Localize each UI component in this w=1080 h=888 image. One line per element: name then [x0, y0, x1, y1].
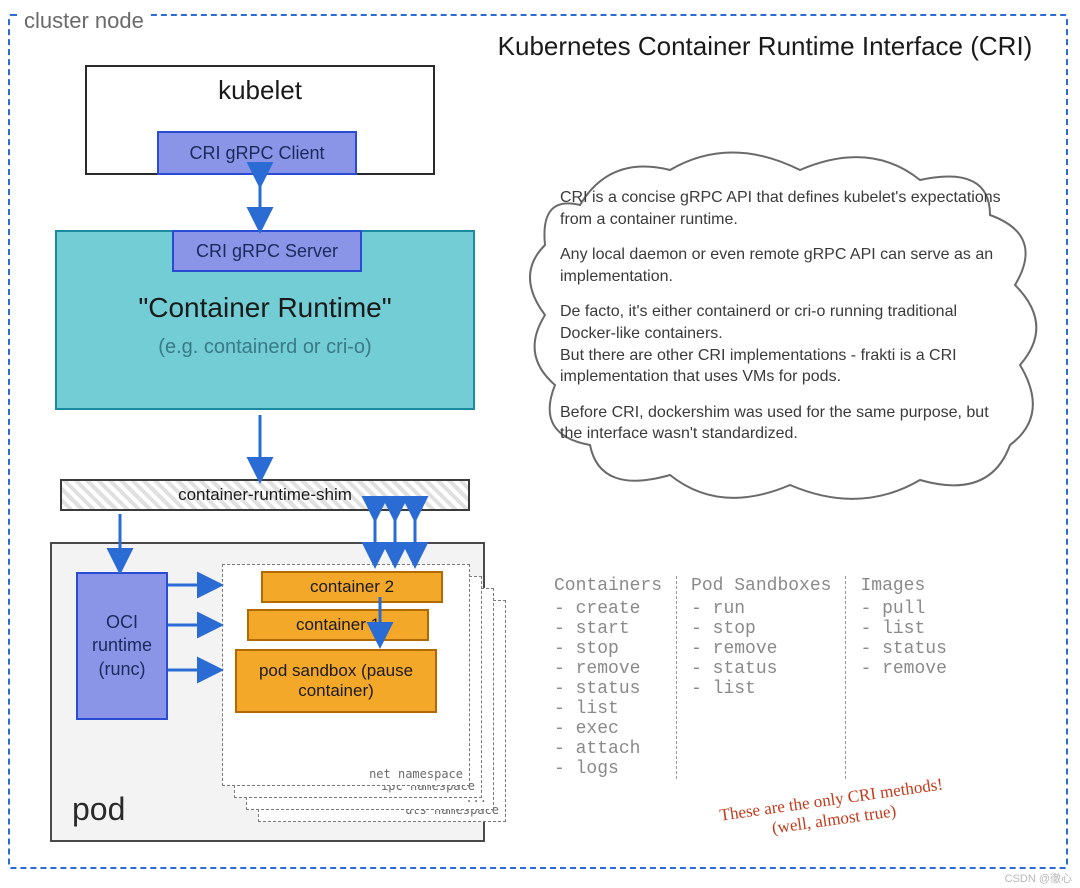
oci-runtime-box: OCI runtime (runc): [76, 572, 168, 720]
kubelet-box: kubelet CRI gRPC Client: [85, 65, 435, 175]
pod-label: pod: [72, 791, 125, 828]
pod-box: OCI runtime (runc) uts namespace ... ipc…: [50, 542, 485, 842]
containers-col: Containers - create - start - stop - rem…: [540, 576, 677, 779]
sandboxes-col: Pod Sandboxes - run - stop - remove - st…: [677, 576, 846, 779]
watermark: CSDN @徹心: [1005, 870, 1072, 886]
container-runtime-subtitle: (e.g. containerd or cri-o): [57, 336, 473, 359]
explanation-cloud: CRI is a concise gRPC API that defines k…: [520, 145, 1045, 515]
cluster-node-label: cluster node: [18, 8, 150, 34]
container-runtime-title: "Container Runtime": [57, 292, 473, 324]
container-2: container 2: [261, 571, 443, 603]
namespace-net: net namespace container 2 container 1 po…: [222, 564, 470, 786]
api-methods: Containers - create - start - stop - rem…: [540, 576, 961, 779]
container-runtime-box: CRI gRPC Server "Container Runtime" (e.g…: [55, 230, 475, 410]
cri-grpc-server: CRI gRPC Server: [172, 230, 362, 272]
cri-grpc-client: CRI gRPC Client: [157, 131, 357, 175]
container-1: container 1: [247, 609, 429, 641]
pod-sandbox: pod sandbox (pause container): [235, 649, 437, 713]
container-runtime-shim: container-runtime-shim: [60, 479, 470, 511]
cloud-text: CRI is a concise gRPC API that defines k…: [560, 187, 1010, 459]
main-title: Kubernetes Container Runtime Interface (…: [470, 30, 1060, 63]
kubelet-title: kubelet: [87, 75, 433, 106]
images-col: Images - pull - list - status - remove: [846, 576, 960, 779]
